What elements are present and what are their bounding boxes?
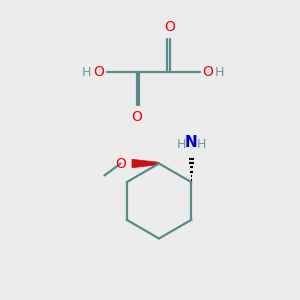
Text: H: H bbox=[215, 65, 224, 79]
Text: N: N bbox=[185, 135, 198, 150]
Polygon shape bbox=[132, 159, 159, 168]
Text: H: H bbox=[196, 138, 206, 151]
Text: O: O bbox=[115, 157, 126, 170]
Text: H: H bbox=[177, 138, 187, 151]
Text: O: O bbox=[93, 65, 104, 79]
Text: O: O bbox=[164, 20, 175, 34]
Text: H: H bbox=[82, 65, 91, 79]
Text: O: O bbox=[202, 65, 213, 79]
Text: O: O bbox=[131, 110, 142, 124]
